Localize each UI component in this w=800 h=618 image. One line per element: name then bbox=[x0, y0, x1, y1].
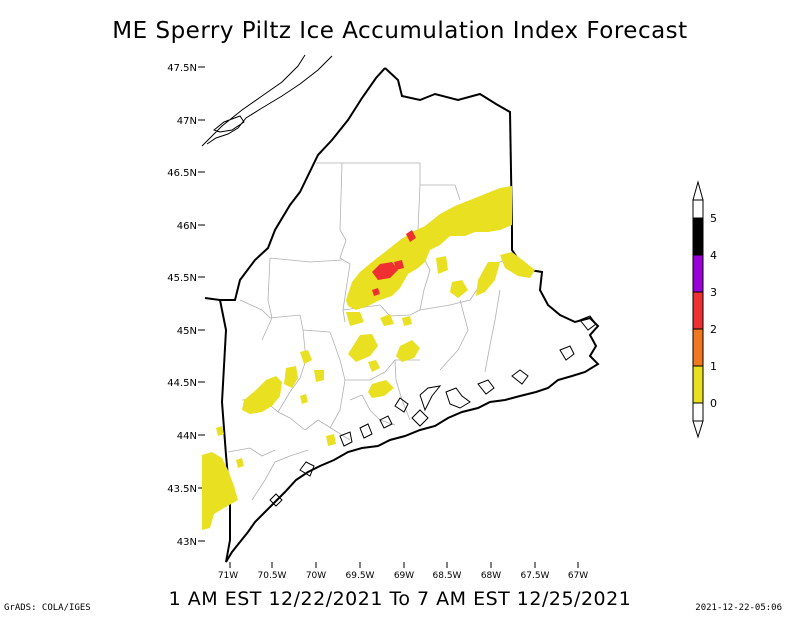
lon-label-68: 68W bbox=[481, 571, 501, 581]
colorbar-top-arrow bbox=[692, 180, 704, 201]
lat-label-43: 43N bbox=[177, 537, 197, 548]
colorbar-label-5: 5 bbox=[710, 212, 717, 225]
lat-label-47: 47N bbox=[177, 116, 197, 127]
lon-label-69: 69W bbox=[394, 571, 414, 581]
lon-label-69-5: 69.5W bbox=[346, 571, 375, 581]
lon-label-70: 70W bbox=[306, 571, 326, 581]
colorbar-label-3: 3 bbox=[710, 286, 717, 299]
ice-index-2-3-areas bbox=[372, 230, 416, 296]
lon-label-67: 67W bbox=[568, 571, 588, 581]
colorbar-swatch-1-2 bbox=[692, 328, 704, 367]
colorbar-label-2: 2 bbox=[710, 323, 717, 336]
colorbar: 5 4 3 2 1 0 bbox=[692, 180, 717, 439]
colorbar-swatch-0-1 bbox=[692, 365, 704, 404]
lon-label-70-5: 70.5W bbox=[258, 571, 287, 581]
lat-label-47-5: 47.5N bbox=[167, 63, 197, 74]
colorbar-label-1: 1 bbox=[710, 360, 717, 373]
st-lawrence-river bbox=[201, 54, 333, 147]
lat-label-44-5: 44.5N bbox=[167, 378, 197, 389]
colorbar-bottom-arrow bbox=[692, 420, 704, 439]
lat-axis: 47.5N 47N 46.5N 46N 45.5N 45N 44.5N 44N … bbox=[167, 63, 205, 548]
lat-label-46: 46N bbox=[177, 221, 197, 232]
forecast-period: 1 AM EST 12/22/2021 To 7 AM EST 12/25/20… bbox=[168, 588, 632, 610]
lat-label-46-5: 46.5N bbox=[167, 168, 197, 179]
colorbar-label-0: 0 bbox=[710, 397, 717, 410]
lon-label-71: 71W bbox=[218, 571, 238, 581]
colorbar-swatch-4-5 bbox=[692, 217, 704, 256]
generated-timestamp: 2021-12-22-05:06 bbox=[695, 603, 782, 613]
maine-state-border bbox=[204, 67, 600, 563]
grads-credit: GrADS: COLA/IGES bbox=[4, 603, 91, 613]
map-title: ME Sperry Piltz Ice Accumulation Index F… bbox=[112, 18, 688, 44]
lat-label-45: 45N bbox=[177, 326, 197, 337]
lat-label-43-5: 43.5N bbox=[167, 484, 197, 495]
coastline-detail bbox=[269, 315, 597, 507]
colorbar-swatch-3-4 bbox=[692, 254, 704, 293]
colorbar-below-0 bbox=[692, 402, 704, 422]
colorbar-swatch-2-3 bbox=[692, 291, 704, 330]
lat-label-44: 44N bbox=[177, 431, 197, 442]
lat-label-45-5: 45.5N bbox=[167, 273, 197, 284]
lon-axis: 71W 70.5W 70W 69.5W 69W 68.5W 68W 67.5W … bbox=[218, 562, 588, 581]
lon-label-67-5: 67.5W bbox=[521, 571, 550, 581]
colorbar-label-4: 4 bbox=[710, 249, 717, 262]
ice-index-0-1-areas bbox=[202, 186, 535, 530]
colorbar-above-5 bbox=[692, 199, 704, 219]
lon-label-68-5: 68.5W bbox=[433, 571, 462, 581]
